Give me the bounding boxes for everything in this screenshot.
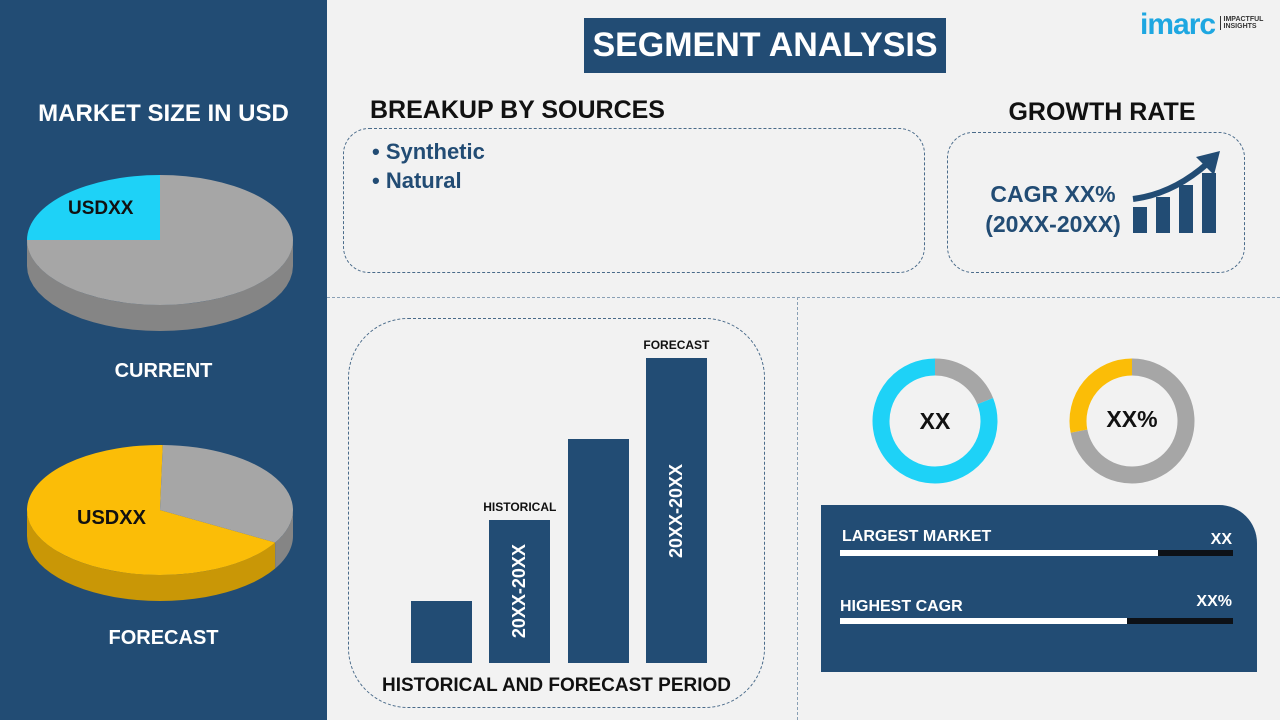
vertical-divider: [797, 297, 798, 720]
logo-tagline: IMPACTFUL INSIGHTS: [1219, 16, 1278, 30]
item-label: Synthetic: [385, 139, 485, 164]
market-size-heading: MARKET SIZE IN USD: [38, 100, 289, 127]
pie-slice-highlight: [27, 445, 276, 575]
forecast-label: FORECAST: [108, 627, 219, 649]
donut-2-value: XX%: [1106, 406, 1158, 432]
bar-label: 20XX-20XX: [509, 544, 530, 639]
imarc-logo: imarc IMPACTFUL INSIGHTS: [1140, 8, 1278, 42]
bar-chart-title: HISTORICAL AND FORECAST PERIOD: [381, 675, 732, 696]
bar-annotation: HISTORICAL: [483, 499, 557, 514]
rising-bar-chart-arrow-icon: [1132, 151, 1220, 233]
pie-slice-rest: [160, 445, 293, 543]
growth-heading: GROWTH RATE: [1008, 98, 1196, 126]
pie-side-rest: [275, 510, 293, 569]
cagr-period: (20XX-20XX): [985, 211, 1121, 237]
donut-value: [872, 358, 998, 484]
logo-brand: imarc: [1140, 8, 1216, 41]
item-label: Natural: [385, 168, 462, 193]
bar-0: [411, 600, 472, 663]
breakup-box: • Synthetic • Natural: [343, 128, 925, 273]
bar-1: 20XX-20XX: [489, 519, 551, 663]
highest-cagr-value: XX%: [1196, 593, 1232, 610]
largest-market-value: XX: [1210, 531, 1232, 548]
largest-market-bar-fill: [840, 550, 1159, 556]
highest-cagr-bar-fill: [840, 618, 1127, 624]
kpi-panel: LARGEST MARKET XX HIGHEST CAGR XX%: [821, 505, 1257, 672]
market-size-panel: MARKET SIZE IN USD USDXX CURRENT USDXX F…: [0, 0, 327, 720]
donut-chart-1: [872, 358, 998, 484]
bar-3: 20XX-20XX: [645, 358, 707, 663]
largest-market-label: LARGEST MARKET: [842, 528, 992, 545]
donut-chart-2: [1069, 358, 1195, 484]
donut-rest: [934, 358, 994, 405]
breakup-heading: BREAKUP BY SOURCES: [370, 96, 665, 124]
pie-side-highlight: [27, 510, 276, 601]
breakup-item-natural: • Natural: [372, 168, 462, 193]
highest-cagr-label: HIGHEST CAGR: [840, 598, 963, 615]
pie-side-rest: [27, 240, 293, 331]
pie-slice-highlight: [27, 175, 160, 240]
forecast-value: USDXX: [77, 507, 146, 529]
page-title: SEGMENT ANALYSIS: [584, 18, 946, 73]
cagr-text: CAGR XX% (20XX-20XX): [968, 179, 1138, 239]
current-label: CURRENT: [114, 360, 213, 382]
largest-market-bar: [840, 550, 1233, 556]
bar-chart-box: [348, 318, 765, 708]
growth-box: CAGR XX% (20XX-20XX): [947, 132, 1245, 273]
donut-rest: [1070, 358, 1195, 484]
bar-annotation: FORECAST: [643, 338, 710, 352]
pie-slice-rest: [27, 175, 293, 305]
bar-label: 20XX-20XX: [665, 463, 686, 558]
donut-1-value: XX: [919, 408, 951, 434]
highest-cagr-bar: [840, 618, 1233, 624]
horizontal-divider: [327, 297, 1280, 298]
bar-2: [567, 438, 629, 663]
current-pie-chart: [27, 175, 293, 331]
forecast-pie-chart: [27, 445, 293, 601]
donut-value: [1069, 358, 1133, 433]
breakup-item-synthetic: • Synthetic: [372, 139, 485, 164]
current-value: USDXX: [68, 198, 134, 219]
cagr-value: CAGR XX%: [990, 181, 1116, 207]
